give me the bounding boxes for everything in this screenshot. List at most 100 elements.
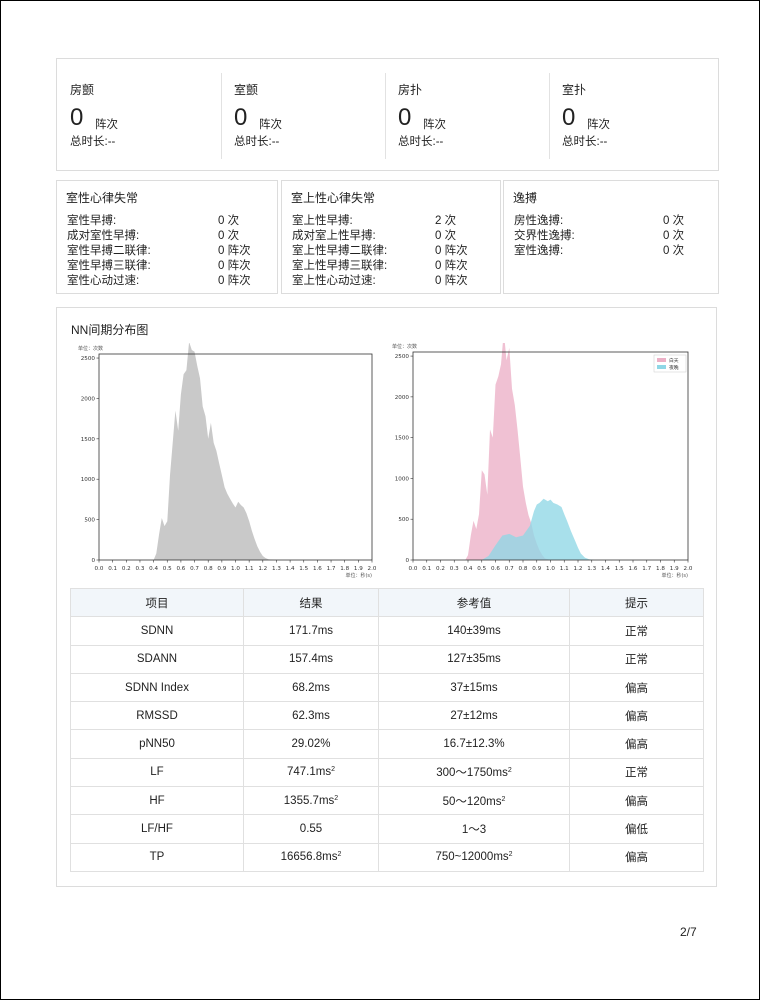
table-row: SDNN Index 68.2ms 37±15ms 偏高 — [70, 672, 704, 703]
cell-hint: 偏高 — [569, 672, 704, 703]
divider — [385, 73, 386, 159]
summary-panel: 房颤 0 阵次 总时长:-- 室颤 0 阵次 总时长:-- 房扑 0 阵次 总时… — [56, 58, 719, 171]
y-tick-label: 1000 — [81, 477, 96, 483]
cell-hint: 正常 — [569, 757, 704, 788]
cell-result: 16656.8ms2 — [243, 842, 379, 872]
legend-label: 夜晚 — [669, 364, 679, 371]
cell-hint: 偏高 — [569, 842, 704, 872]
summary-vflutter: 室扑 0 阵次 总时长:-- — [549, 59, 713, 172]
nn-panel: NN间期分布图 0.0 0.1 0.2 0.3 0.4 0.5 0.6 0.7 0.8 0.9 1.… — [56, 307, 717, 887]
summary-unit: 阵次 — [587, 119, 610, 131]
summary-value: 0 — [562, 104, 576, 131]
legend-swatch — [657, 358, 666, 362]
nn-histogram-all: 0.0 0.1 0.2 0.3 0.4 0.5 0.6 0.7 0.8 0.9 1.0 1.1 1.2 1… — [78, 343, 376, 579]
y-tick-label: 0 — [91, 558, 95, 564]
cell-result: 68.2ms — [243, 672, 379, 703]
col-hint: 提示 — [569, 587, 704, 618]
summary-value: 0 — [234, 104, 248, 131]
cell-result: 157.4ms — [243, 644, 379, 674]
col-item: 项目 — [70, 587, 244, 618]
cell-ref: 300～1750ms2 — [378, 757, 570, 788]
cell-result: 747.1ms2 — [243, 757, 379, 788]
hrv-table: 项目 结果 参考值 提示 SDNN 171.7ms 140±39ms 正常 SDANN 1… — [70, 587, 704, 872]
table-row: HF 1355.7ms2 50～120ms2 偏高 — [70, 786, 704, 816]
x-tick-label: 0.0 — [95, 566, 104, 572]
cell-hint: 偏高 — [569, 786, 704, 816]
x-tick-label: 2.0 — [368, 566, 376, 572]
x-tick-label: 1.8 — [340, 566, 349, 572]
cell-result: 1355.7ms2 — [243, 786, 379, 816]
summary-duration: 总时长:-- — [70, 136, 116, 148]
x-tick-label: 0.5 — [163, 566, 172, 572]
cell-result: 171.7ms — [243, 616, 379, 646]
legend-label: 白天 — [669, 357, 679, 364]
x-tick-label: 0.2 — [436, 566, 445, 572]
cell-item: SDNN Index — [70, 672, 244, 703]
cell-item: HF — [70, 786, 244, 816]
x-tick-label: 1.5 — [299, 566, 308, 572]
x-axis-label: 单位：秒(s) — [345, 572, 372, 579]
cell-ref: 127±35ms — [378, 644, 570, 674]
x-tick-label: 1.9 — [354, 566, 363, 572]
x-tick-label: 1.6 — [313, 566, 322, 572]
nn-title: NN间期分布图 — [71, 323, 149, 337]
series-area-0 — [153, 343, 277, 560]
cell-hint: 正常 — [569, 644, 704, 674]
escape-panel: 逸搏 房性逸搏: 0 次 交界性逸搏: 0 次 室性逸搏: 0 次 — [503, 180, 719, 294]
y-tick-label: 1500 — [81, 437, 96, 443]
cell-item: RMSSD — [70, 701, 244, 731]
divider — [549, 73, 550, 159]
summary-value: 0 — [398, 104, 412, 131]
x-tick-label: 0.3 — [135, 566, 144, 572]
escape-title: 逸搏 — [513, 191, 538, 205]
x-tick-label: 0.4 — [464, 566, 473, 572]
cell-ref: 50～120ms2 — [378, 786, 570, 816]
x-tick-label: 1.0 — [231, 566, 240, 572]
summary-duration: 总时长:-- — [234, 136, 280, 148]
cell-hint: 偏低 — [569, 814, 704, 844]
x-tick-label: 1.7 — [642, 566, 651, 572]
cell-ref: 27±12ms — [378, 701, 570, 731]
summary-title: 室颤 — [234, 83, 259, 97]
cell-ref: 750~12000ms2 — [378, 842, 570, 872]
series-area-0 — [465, 343, 551, 560]
x-tick-label: 0.3 — [450, 566, 459, 572]
series-area-1 — [481, 498, 595, 560]
divider — [221, 73, 222, 159]
x-tick-label: 1.4 — [601, 566, 610, 572]
ventricular-title: 室性心律失常 — [66, 191, 139, 205]
x-tick-label: 1.2 — [258, 566, 267, 572]
summary-value: 0 — [70, 104, 84, 131]
table-row: LF 747.1ms2 300～1750ms2 正常 — [70, 757, 704, 788]
y-tick-label: 500 — [398, 517, 409, 523]
table-row: SDANN 157.4ms 127±35ms 正常 — [70, 644, 704, 674]
summary-unit: 阵次 — [95, 119, 118, 131]
y-axis-label: 单位：次数 — [78, 345, 103, 352]
cell-hint: 偏高 — [569, 729, 704, 759]
summary-unit: 阵次 — [259, 119, 282, 131]
x-tick-label: 0.8 — [519, 566, 528, 572]
y-axis-label: 单位：次数 — [392, 343, 417, 350]
x-tick-label: 1.3 — [272, 566, 281, 572]
summary-title: 室扑 — [562, 83, 587, 97]
x-tick-label: 1.8 — [656, 566, 665, 572]
y-tick-label: 2000 — [81, 396, 96, 402]
cell-result: 29.02% — [243, 729, 379, 759]
summary-aflutter: 房扑 0 阵次 总时长:-- — [385, 59, 549, 172]
nn-histogram-day-night: 0.0 0.1 0.2 0.3 0.4 0.5 0.6 0.7 0.8 0.9 1.0 1.1 1.2 1… — [392, 343, 693, 579]
y-tick-label: 1000 — [395, 476, 410, 482]
x-tick-label: 0.8 — [204, 566, 213, 572]
x-tick-label: 1.7 — [327, 566, 336, 572]
x-tick-label: 0.1 — [108, 566, 117, 572]
cell-item: SDANN — [70, 644, 244, 674]
supraventricular-title: 室上性心律失常 — [291, 191, 376, 205]
x-tick-label: 1.5 — [615, 566, 624, 572]
x-tick-label: 1.3 — [587, 566, 596, 572]
y-tick-label: 2000 — [395, 395, 410, 401]
x-tick-label: 0.1 — [422, 566, 431, 572]
x-tick-label: 1.0 — [546, 566, 555, 572]
col-result: 结果 — [243, 587, 379, 618]
page-number: 2/7 — [680, 925, 697, 939]
cell-item: SDNN — [70, 616, 244, 646]
y-tick-label: 0 — [405, 558, 409, 564]
